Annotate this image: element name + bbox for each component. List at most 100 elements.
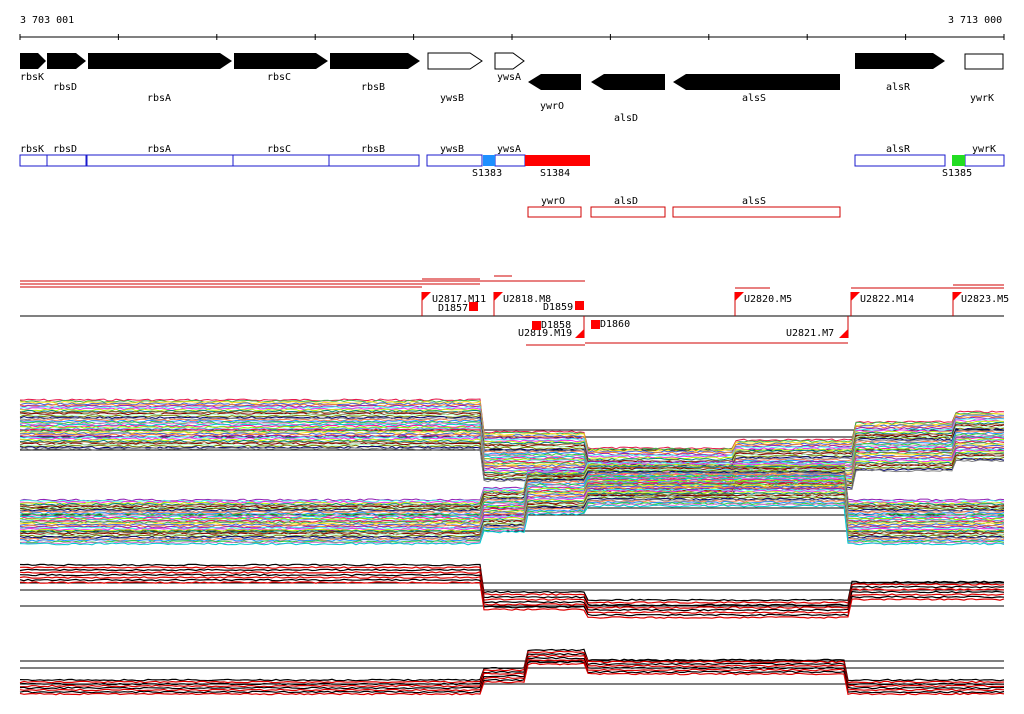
gene-arrow-rbsB[interactable] <box>330 53 420 69</box>
segment-track-reverse: ywrO alsD alsS <box>527 196 841 218</box>
profile-trace <box>19 658 1005 692</box>
feature-box-S1385[interactable] <box>952 155 965 166</box>
segment-label-ywrK: ywrK <box>972 144 996 155</box>
downshift-D1857[interactable] <box>469 302 478 311</box>
segment-box-ywsB[interactable] <box>426 154 483 167</box>
profile-trace <box>19 493 1005 535</box>
gene-arrow-ywsA[interactable] <box>494 52 525 70</box>
downshift-label-D1857: D1857 <box>438 303 468 314</box>
profile-trace <box>19 484 1005 526</box>
segment-label-alsD: alsD <box>614 196 638 207</box>
gene-arrow-alsS[interactable] <box>673 74 840 90</box>
profile-trace <box>19 568 1005 607</box>
profile-trace <box>19 447 1005 499</box>
profile-trace <box>19 482 1005 525</box>
profile-trace <box>19 504 1005 546</box>
segment-box-alsD[interactable] <box>590 206 666 218</box>
promoter-flag-U2818[interactable] <box>494 292 503 301</box>
gene-label-rbsD: rbsD <box>53 82 77 93</box>
promoter-flag-U2822[interactable] <box>851 292 860 301</box>
tu-label-U2818: U2818.M8 <box>503 294 551 305</box>
segment-label-alsS: alsS <box>742 196 766 207</box>
segment-box-ywsA[interactable] <box>494 154 526 167</box>
coordinate-ruler: 3 703 001 3 713 000 <box>19 15 1005 40</box>
profile-trace <box>20 502 1005 544</box>
segment-box-rbsK[interactable] <box>19 154 48 167</box>
segment-label-ywsA: ywsA <box>497 144 521 155</box>
feature-label-S1383: S1383 <box>472 168 502 179</box>
tu-label-U2822: U2822.M14 <box>860 294 914 305</box>
segment-box-rbsA[interactable] <box>86 154 234 167</box>
profile-trace <box>19 403 1005 455</box>
segment-track-forward: rbsK rbsD rbsA rbsC rbsB ywsB ywsA alsR … <box>19 144 1005 179</box>
tu-label-U2819: U2819.M19 <box>518 328 572 339</box>
gene-arrow-rbsD[interactable] <box>47 53 86 69</box>
profile-trace <box>19 412 1005 464</box>
promoter-flag-U2820[interactable] <box>735 292 744 301</box>
downshift-D1858[interactable] <box>532 321 541 330</box>
expression-panel-4 <box>19 648 1005 696</box>
gene-label-alsS: alsS <box>742 93 766 104</box>
profile-trace <box>19 462 1005 504</box>
segment-box-rbsD[interactable] <box>46 154 87 167</box>
profile-trace <box>19 413 1005 465</box>
profile-trace <box>19 407 1005 459</box>
downshift-label-D1859: D1859 <box>543 302 573 313</box>
gene-arrow-alsR[interactable] <box>855 53 945 69</box>
gene-label-ywrO: ywrO <box>540 101 564 112</box>
gene-arrow-alsD[interactable] <box>591 74 665 90</box>
profile-trace <box>19 497 1005 539</box>
gene-arrow-rbsC[interactable] <box>234 53 328 69</box>
gene-label-alsR: alsR <box>886 82 911 93</box>
promoter-flag-U2817[interactable] <box>422 292 431 301</box>
profile-trace <box>19 404 1005 456</box>
gene-label-alsD: alsD <box>614 113 638 124</box>
feature-box-S1384[interactable] <box>525 155 590 166</box>
downshift-label-D1860: D1860 <box>600 319 630 330</box>
segment-box-rbsB[interactable] <box>328 154 420 167</box>
gene-label-rbsK: rbsK <box>20 72 44 83</box>
profile-trace <box>19 650 1005 684</box>
profile-trace <box>20 499 1005 541</box>
gene-arrow-rbsK[interactable] <box>20 53 46 69</box>
profile-trace <box>19 571 1005 609</box>
gene-arrow-ywrO[interactable] <box>528 74 581 90</box>
promoter-flag-U2821[interactable] <box>839 329 848 338</box>
promoter-flag-U2823[interactable] <box>953 292 962 301</box>
profile-trace <box>19 656 1005 690</box>
profile-trace <box>19 573 1005 612</box>
segment-label-ywrO: ywrO <box>541 196 565 207</box>
gene-arrow-ywrK[interactable] <box>964 53 1004 70</box>
segment-label-ywsB: ywsB <box>440 144 464 155</box>
segment-box-alsR[interactable] <box>854 154 946 167</box>
transcription-units-track: U2817.M11 U2818.M8 U2820.M5 U2822.M14 U2… <box>20 275 1009 346</box>
expression-panel-1 <box>19 398 1005 499</box>
expression-panel-2 <box>19 460 1005 546</box>
gene-track: rbsK rbsD rbsA rbsC rbsB ywsB ywsA ywrO … <box>20 52 1004 124</box>
gene-label-ywsA: ywsA <box>497 72 521 83</box>
segment-box-rbsC[interactable] <box>232 154 330 167</box>
gene-arrow-ywsB[interactable] <box>427 52 483 70</box>
feature-label-S1384: S1384 <box>540 168 570 179</box>
gene-label-rbsB: rbsB <box>361 82 385 93</box>
segment-box-ywrO[interactable] <box>527 206 582 218</box>
ruler-end-label: 3 713 000 <box>948 15 1002 26</box>
gene-label-rbsC: rbsC <box>267 72 291 83</box>
segment-label-rbsA: rbsA <box>147 144 171 155</box>
profile-trace <box>19 566 1005 604</box>
promoter-flag-U2819[interactable] <box>575 329 584 338</box>
gene-label-ywsB: ywsB <box>440 93 464 104</box>
profile-trace <box>19 662 1005 696</box>
profile-trace <box>19 425 1005 477</box>
profile-trace <box>19 400 1005 453</box>
segment-box-alsS[interactable] <box>672 206 841 218</box>
feature-box-S1383[interactable] <box>483 155 495 166</box>
downshift-D1859[interactable] <box>575 301 584 310</box>
segment-box-ywrK[interactable] <box>964 154 1005 167</box>
profile-trace <box>19 475 1005 517</box>
gene-arrow-rbsA[interactable] <box>88 53 232 69</box>
profile-trace <box>19 414 1005 466</box>
profile-trace <box>19 472 1005 514</box>
downshift-D1860[interactable] <box>591 320 600 329</box>
